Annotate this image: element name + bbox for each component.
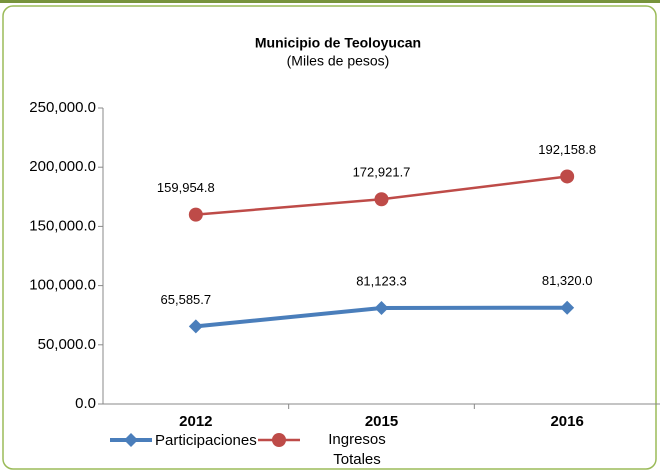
y-tick-label: 200,000.0 bbox=[29, 158, 96, 175]
y-tick-label: 150,000.0 bbox=[29, 217, 96, 234]
legend-label: Participaciones bbox=[155, 432, 257, 449]
top-bar bbox=[0, 0, 660, 3]
x-tick-label: 2015 bbox=[365, 413, 398, 430]
point bbox=[374, 300, 389, 315]
value-label: 81,123.3 bbox=[356, 273, 407, 288]
chart-subtitle: (Miles de pesos) bbox=[287, 53, 390, 69]
point bbox=[188, 319, 203, 334]
point bbox=[374, 192, 389, 207]
legend-label: Ingresos Totales bbox=[328, 431, 386, 468]
value-label: 159,954.8 bbox=[157, 180, 215, 195]
legend-marker bbox=[272, 433, 286, 447]
value-label: 65,585.7 bbox=[161, 292, 212, 307]
value-label: 172,921.7 bbox=[353, 165, 411, 180]
x-tick-label: 2012 bbox=[179, 413, 212, 430]
y-tick-label: 100,000.0 bbox=[29, 277, 96, 294]
value-label: 81,320.0 bbox=[542, 273, 593, 288]
legend-marker bbox=[124, 433, 138, 447]
point bbox=[188, 207, 203, 222]
y-tick-label: 0.0 bbox=[75, 395, 96, 412]
value-label: 192,158.8 bbox=[538, 142, 596, 157]
frame bbox=[2, 5, 657, 470]
x-tick-label: 2016 bbox=[550, 413, 583, 430]
y-tick-label: 50,000.0 bbox=[38, 336, 96, 353]
y-tick-label: 250,000.0 bbox=[29, 99, 96, 116]
chart-title: Municipio de Teoloyucan bbox=[255, 35, 421, 51]
point bbox=[560, 300, 575, 315]
point bbox=[560, 169, 575, 184]
